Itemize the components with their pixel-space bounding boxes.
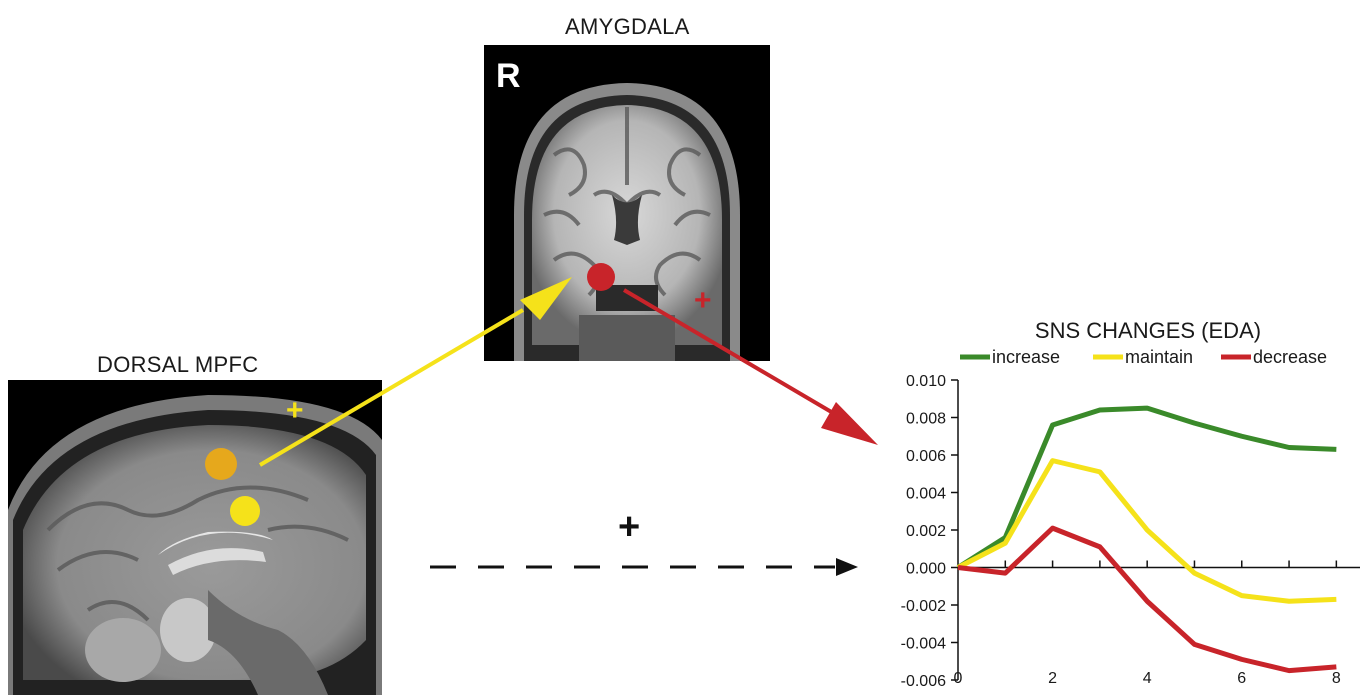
mpfc-title: DORSAL MPFC bbox=[97, 352, 259, 377]
legend-label-decrease: decrease bbox=[1253, 347, 1327, 367]
chart-axes: 0.010 0.008 0.006 0.004 0.002 0.000 -0.002 -0.0… bbox=[901, 373, 1360, 690]
series-line-increase bbox=[956, 405, 1337, 570]
x-tick-label: 6 bbox=[1237, 670, 1246, 687]
mpfc-roi-dot-upper bbox=[205, 448, 237, 480]
legend-label-maintain: maintain bbox=[1125, 347, 1193, 367]
sns-changes-chart: SNS CHANGES (EDA) increase maintain decrea… bbox=[901, 318, 1360, 690]
series-line-decrease bbox=[957, 525, 1337, 674]
series-line-maintain bbox=[956, 458, 1337, 604]
legend-label-increase: increase bbox=[992, 347, 1060, 367]
mpfc-brain-image: + bbox=[8, 380, 382, 695]
y-tick-label: 0.002 bbox=[906, 523, 946, 540]
y-tick-label: 0.010 bbox=[906, 373, 946, 390]
y-tick-label: 0.006 bbox=[906, 448, 946, 465]
amygdala-title: AMYGDALA bbox=[565, 14, 690, 39]
chart-legend: increase maintain decrease bbox=[960, 347, 1327, 367]
amygdala-roi-dot bbox=[587, 263, 615, 291]
y-tick-label: 0.004 bbox=[906, 486, 946, 503]
middle-sign: + bbox=[618, 506, 641, 548]
coronal-brain-illustration: R + bbox=[484, 45, 770, 361]
dashed-arrowhead bbox=[836, 558, 858, 576]
y-tick-label: -0.004 bbox=[901, 636, 946, 653]
orientation-label: R bbox=[496, 57, 521, 95]
x-tick-label: 8 bbox=[1332, 670, 1341, 687]
y-tick-label: -0.006 bbox=[901, 673, 946, 690]
x-tick-label: 0 bbox=[954, 670, 963, 687]
chart-series bbox=[956, 405, 1337, 674]
x-tick-label: 4 bbox=[1143, 670, 1152, 687]
x-tick-label: 2 bbox=[1048, 670, 1057, 687]
y-tick-label: 0.000 bbox=[906, 561, 946, 578]
mpfc-sign: + bbox=[286, 394, 304, 427]
sagittal-brain-illustration: + bbox=[8, 380, 382, 695]
amygdala-sign: + bbox=[694, 284, 712, 317]
y-tick-label: -0.002 bbox=[901, 598, 946, 615]
chart-title: SNS CHANGES (EDA) bbox=[1035, 318, 1261, 343]
mpfc-roi-dot-lower bbox=[230, 496, 260, 526]
y-tick-label: 0.008 bbox=[906, 411, 946, 428]
amygdala-brain-image: R + bbox=[484, 45, 770, 361]
